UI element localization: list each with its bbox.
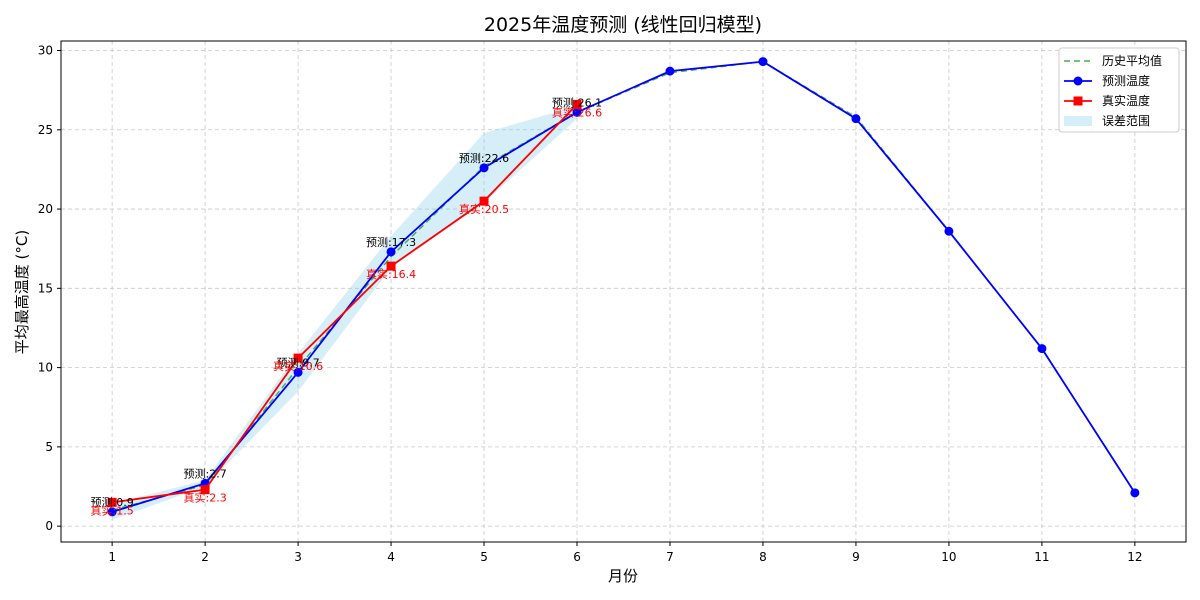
predicted-point [107, 507, 117, 517]
legend-label: 历史平均值 [1102, 53, 1162, 68]
annotation-true: 真实:1.5 [91, 503, 134, 517]
y-tick-label: 0 [45, 519, 53, 533]
x-tick-label: 3 [294, 550, 302, 564]
annotation-true: 真实:26.6 [552, 105, 602, 119]
legend-label: 真实温度 [1102, 93, 1150, 108]
y-tick-label: 30 [38, 44, 53, 58]
legend-box [1058, 47, 1180, 133]
x-tick-label: 1 [108, 550, 116, 564]
x-tick-label: 10 [941, 550, 956, 564]
y-axis-title: 平均最高温度 (°C) [13, 230, 31, 354]
y-tick-label: 20 [38, 202, 53, 216]
x-tick-label: 8 [759, 550, 767, 564]
predicted-point [1037, 344, 1047, 354]
x-tick-label: 4 [387, 550, 395, 564]
legend-swatch-true-marker [1073, 96, 1083, 106]
y-tick-label: 15 [38, 281, 53, 295]
x-tick-label: 12 [1127, 550, 1142, 564]
legend-swatch-predicted-marker [1073, 76, 1083, 86]
annotation-predicted: 预测:17.3 [366, 236, 416, 249]
series-line-historical-average [111, 60, 1136, 512]
annotation-predicted: 预测:2.7 [184, 467, 227, 480]
predicted-point [386, 247, 396, 257]
chart-title: 2025年温度预测 (线性回归模型) [484, 14, 762, 36]
series-line-predicted [111, 60, 1136, 513]
predicted-point [665, 66, 675, 76]
legend-swatch-error-band [1064, 116, 1092, 126]
legend-label: 预测温度 [1102, 73, 1150, 88]
x-tick-label: 6 [573, 550, 581, 564]
true-point [200, 485, 210, 495]
annotation-predicted: 预测:22.6 [459, 152, 509, 165]
predicted-point [851, 114, 861, 124]
true-point [293, 353, 303, 363]
x-axis-title: 月份 [608, 567, 638, 585]
y-tick-label: 10 [38, 361, 53, 375]
predicted-point [1130, 488, 1140, 498]
annotation-true: 真实:2.3 [184, 491, 227, 505]
true-point [572, 99, 582, 109]
predicted-point [479, 163, 489, 173]
predicted-point [572, 107, 582, 117]
true-point [107, 497, 117, 507]
true-point [386, 261, 396, 271]
y-tick-label: 5 [45, 440, 53, 454]
legend-label: 误差范围 [1102, 114, 1150, 128]
annotation-predicted: 预测:0.9 [91, 496, 134, 509]
predicted-point [944, 226, 954, 236]
annotation-true: 真实:10.6 [273, 359, 323, 373]
annotation-true: 真实:20.5 [459, 202, 509, 216]
annotation-predicted: 预测:26.1 [552, 96, 602, 109]
x-tick-label: 7 [666, 550, 674, 564]
x-tick-label: 2 [201, 550, 209, 564]
predicted-point [293, 367, 303, 377]
series-line-true [112, 103, 578, 504]
x-tick-label: 9 [852, 550, 860, 564]
true-point [479, 196, 489, 206]
x-tick-label: 11 [1034, 550, 1049, 564]
annotation-predicted: 预测:9.7 [276, 356, 319, 369]
y-tick-label: 25 [38, 123, 53, 137]
plot-frame [60, 40, 1187, 543]
annotation-true: 真实:16.4 [366, 267, 416, 281]
x-tick-label: 5 [480, 550, 488, 564]
plot-area: 预测:0.9真实:1.5 预测:2.7 真实:2.3 预测:9.7真实:10.6 预测:… [38, 40, 1187, 564]
predicted-point [758, 57, 768, 67]
